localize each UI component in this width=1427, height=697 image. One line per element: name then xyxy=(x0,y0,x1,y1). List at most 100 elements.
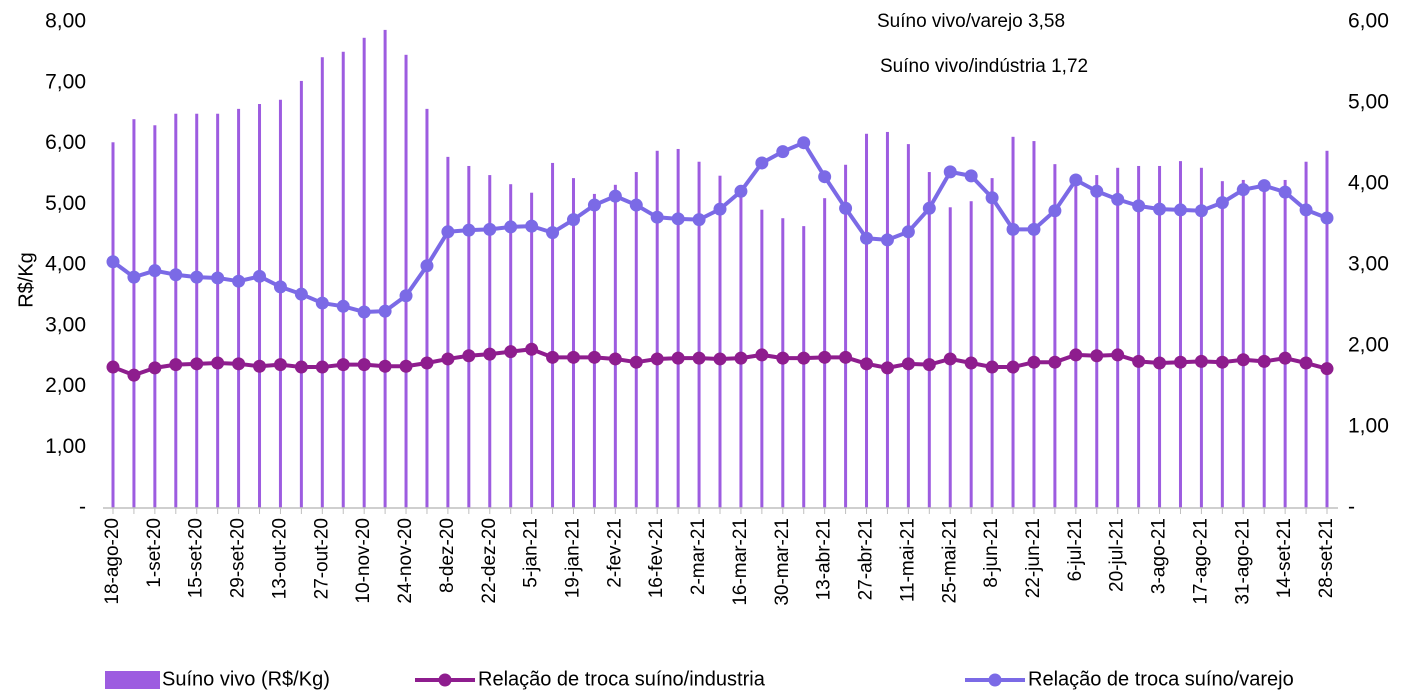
y-tick-label: 5,00 xyxy=(45,192,86,215)
x-tick-label: 31-ago-21 xyxy=(1232,518,1253,605)
bar xyxy=(1325,150,1329,509)
x-tick-label: 6-jul-21 xyxy=(1065,518,1086,581)
bar xyxy=(237,108,241,508)
marker xyxy=(755,348,769,362)
marker xyxy=(232,357,246,371)
x-tick-label: 25-mai-21 xyxy=(939,518,960,604)
x-tick-label: 27-abr-21 xyxy=(856,518,877,600)
bar xyxy=(613,184,617,508)
marker xyxy=(587,350,601,364)
x-tick-label: 2-fev-21 xyxy=(604,518,625,588)
y2-tick-label: 3,00 xyxy=(1348,253,1389,276)
marker xyxy=(1194,354,1208,368)
marker xyxy=(546,226,560,240)
marker xyxy=(1215,355,1229,369)
bar xyxy=(1011,136,1015,508)
marker xyxy=(860,357,874,371)
bar xyxy=(697,161,701,508)
bar xyxy=(571,178,575,508)
bar xyxy=(844,164,848,508)
bar xyxy=(216,113,220,509)
y-tick-label: 6,00 xyxy=(45,131,86,154)
bar xyxy=(467,165,471,509)
x-tick-label: 24-nov-20 xyxy=(395,518,416,604)
y2-tick-label: 5,00 xyxy=(1348,91,1389,114)
bar xyxy=(634,172,638,509)
marker xyxy=(901,357,915,371)
marker xyxy=(1320,362,1334,376)
marker xyxy=(1257,354,1271,368)
marker xyxy=(880,361,894,375)
marker xyxy=(525,342,539,356)
marker xyxy=(1090,184,1104,198)
legend-label: Relação de troca suíno/industria xyxy=(478,668,766,690)
marker xyxy=(776,351,790,365)
bar xyxy=(969,201,973,508)
bar xyxy=(1262,179,1266,508)
bar xyxy=(885,131,889,508)
bar xyxy=(551,162,555,508)
bar xyxy=(195,113,199,509)
x-tick-label: 10-nov-20 xyxy=(353,518,374,604)
marker xyxy=(1236,353,1250,367)
marker xyxy=(692,213,706,227)
marker xyxy=(399,359,413,373)
bar xyxy=(676,148,680,508)
marker xyxy=(797,136,811,150)
y-tick-label: 8,00 xyxy=(45,10,86,33)
marker xyxy=(378,359,392,373)
marker xyxy=(1090,349,1104,363)
marker xyxy=(818,170,832,184)
marker xyxy=(671,212,685,226)
marker xyxy=(190,357,204,371)
y-tick-label: 1,00 xyxy=(45,435,86,458)
bar xyxy=(1178,161,1182,508)
y-tick-label: 3,00 xyxy=(45,313,86,336)
marker xyxy=(1278,185,1292,199)
marker xyxy=(566,213,580,227)
x-tick-label: 14-set-21 xyxy=(1274,518,1295,598)
marker xyxy=(922,358,936,372)
bar xyxy=(425,108,429,508)
marker xyxy=(253,269,267,283)
bar xyxy=(1199,167,1203,509)
marker xyxy=(399,289,413,303)
marker xyxy=(1006,222,1020,236)
marker xyxy=(985,191,999,205)
bar xyxy=(655,150,659,509)
y-tick-label: 4,00 xyxy=(45,253,86,276)
bar xyxy=(1116,167,1120,509)
marker xyxy=(922,201,936,215)
marker xyxy=(1048,355,1062,369)
bar xyxy=(927,172,931,509)
x-tick-label: 30-mar-21 xyxy=(772,518,793,606)
marker xyxy=(1320,211,1334,225)
bar xyxy=(1074,175,1078,508)
marker xyxy=(650,210,664,224)
x-tick-label: 18-ago-20 xyxy=(102,518,123,605)
marker xyxy=(608,189,622,203)
marker xyxy=(273,280,287,294)
bar xyxy=(1241,179,1245,508)
bar xyxy=(278,99,282,508)
marker xyxy=(1111,192,1125,206)
marker xyxy=(839,350,853,364)
x-tick-label: 17-ago-21 xyxy=(1190,518,1211,605)
x-tick-label: 2-mar-21 xyxy=(688,518,709,595)
marker xyxy=(629,355,643,369)
marker xyxy=(692,351,706,365)
marker xyxy=(943,165,957,179)
marker xyxy=(1215,196,1229,210)
x-tick-label: 29-set-20 xyxy=(228,518,249,598)
marker xyxy=(1111,348,1125,362)
marker xyxy=(839,201,853,215)
marker xyxy=(985,360,999,374)
marker xyxy=(734,351,748,365)
x-tick-label: 22-dez-20 xyxy=(479,518,500,604)
marker xyxy=(127,368,141,382)
x-tick-label: 16-fev-21 xyxy=(646,518,667,598)
marker xyxy=(776,145,790,159)
bar xyxy=(718,175,722,508)
marker xyxy=(294,360,308,374)
legend-swatch xyxy=(105,671,160,689)
